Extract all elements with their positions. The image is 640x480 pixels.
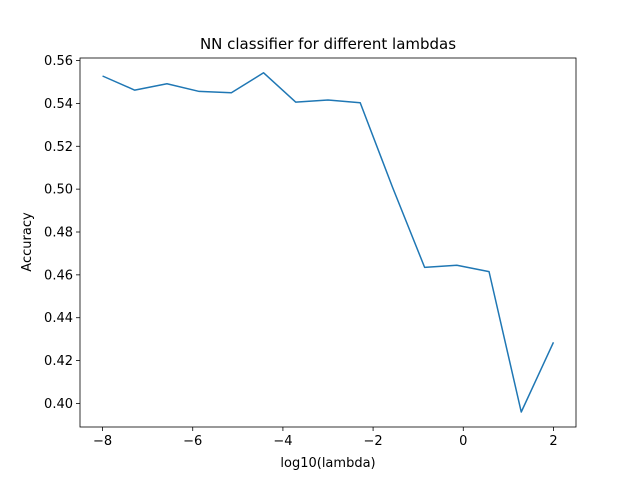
x-tick-label: −4	[273, 434, 292, 449]
y-tick-label: 0.54	[44, 97, 73, 112]
y-tick-label: 0.40	[44, 397, 73, 412]
x-tick-label: 2	[549, 434, 557, 449]
y-tick-label: 0.44	[44, 311, 73, 326]
x-tick-label: −6	[183, 434, 202, 449]
y-tick-label: 0.50	[44, 183, 73, 198]
y-tick-label: 0.52	[44, 140, 73, 155]
x-axis-label: log10(lambda)	[280, 456, 375, 471]
x-tick-label: −8	[93, 434, 112, 449]
x-tick-label: −2	[364, 434, 383, 449]
y-axis-label: Accuracy	[20, 212, 35, 272]
series-line	[102, 72, 555, 413]
plot-frame	[79, 57, 577, 428]
y-axis: 0.40 0.42 0.44 0.46 0.48 0.50 0.52 0.54 0.56	[44, 54, 80, 412]
y-tick-label: 0.46	[44, 268, 73, 283]
chart-title: NN classifier for different lambdas	[200, 35, 456, 53]
y-tick-label: 0.48	[44, 226, 73, 241]
x-axis: −8 −6 −4 −2 0 2	[93, 427, 558, 449]
y-tick-label: 0.56	[44, 54, 73, 69]
y-tick-label: 0.42	[44, 354, 73, 369]
x-tick-label: 0	[459, 434, 467, 449]
